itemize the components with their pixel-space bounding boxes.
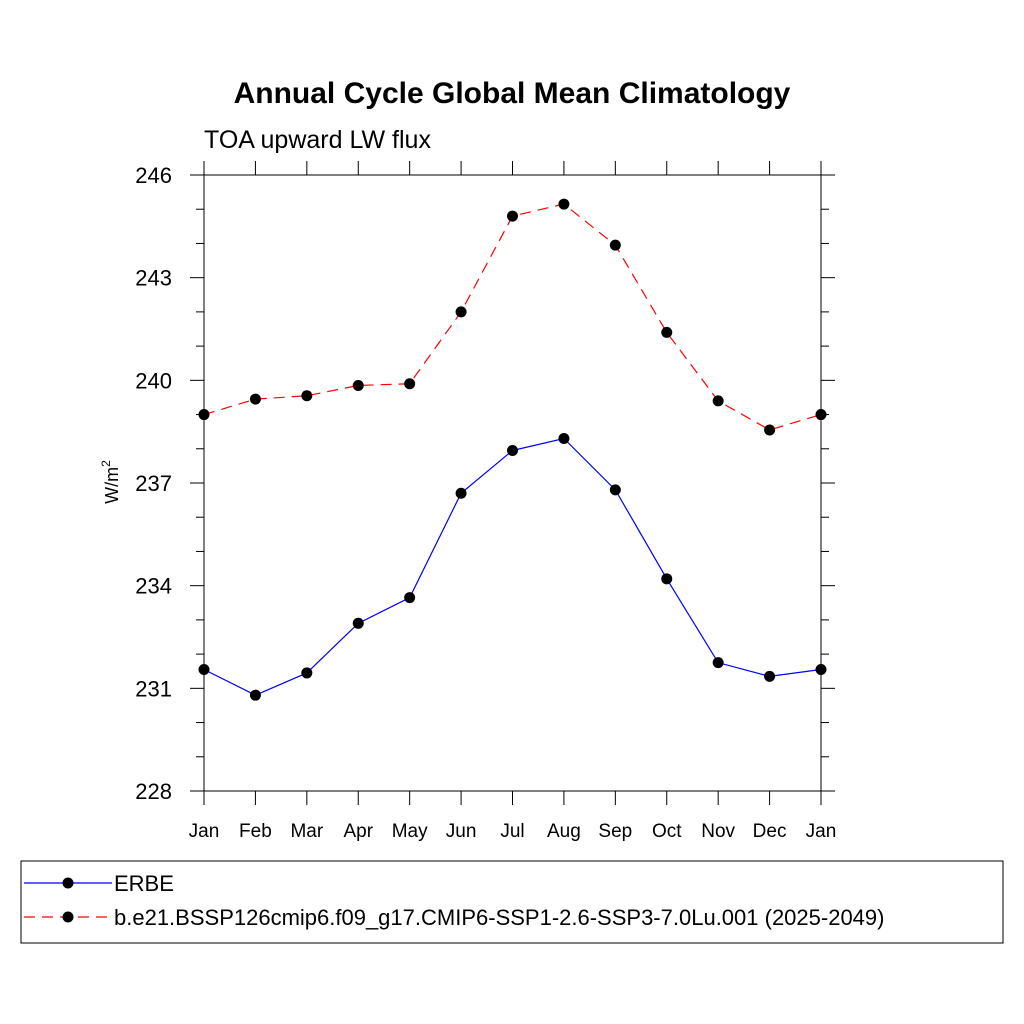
data-point (661, 326, 673, 338)
x-tick-label: Aug (547, 821, 581, 842)
data-point (249, 689, 261, 701)
series-line (203, 437, 822, 696)
legend-marker (62, 911, 74, 923)
x-tick-label: Apr (343, 821, 373, 842)
data-point (815, 409, 827, 421)
series-2 (198, 198, 827, 436)
y-axis-label-text: W/m (102, 467, 122, 504)
x-tick-label: Dec (753, 821, 787, 842)
x-tick-label: Feb (239, 821, 272, 842)
legend-label: b.e21.BSSP126cmip6.f09_g17.CMIP6-SSP1-2.… (114, 905, 884, 930)
y-tick-label: 243 (135, 266, 172, 291)
svg-text:W/m2: W/m2 (99, 460, 122, 504)
x-tick-label: Jun (446, 821, 477, 842)
y-tick-label: 234 (135, 574, 172, 599)
data-point (507, 210, 518, 222)
data-point (764, 670, 776, 682)
data-point (352, 617, 364, 629)
data-point (507, 444, 518, 456)
data-point (198, 409, 210, 421)
legend-marker (62, 877, 74, 889)
y-tick-label: 246 (135, 163, 172, 188)
data-point (558, 198, 570, 210)
y-axis-label: W/m2 (99, 460, 122, 504)
data-point (609, 239, 621, 251)
legend: ERBE b.e21.BSSP126cmip6.f09_g17.CMIP6-SSP… (24, 871, 884, 930)
data-point (712, 657, 724, 669)
data-point (198, 664, 210, 676)
data-point (249, 393, 261, 405)
data-point (404, 592, 416, 604)
x-tick-label: Nov (701, 821, 735, 842)
chart-subtitle: TOA upward LW flux (204, 126, 431, 154)
data-point (764, 424, 776, 436)
data-point (558, 433, 570, 445)
x-tick-label: Jan (189, 821, 220, 842)
x-tick-label: Sep (598, 821, 632, 842)
x-tick-label: Jul (500, 821, 524, 842)
legend-box (20, 860, 1004, 944)
x-tick-label: May (392, 821, 428, 842)
series-line (203, 203, 822, 431)
data-point (455, 306, 467, 318)
axis-ticks: 228 231 234 237 240 243 246 Jan Feb Mar Apr May Jun J… (135, 161, 836, 842)
x-tick-label: Mar (290, 821, 323, 842)
y-tick-label: 237 (135, 471, 172, 496)
data-point (661, 573, 673, 585)
data-point (301, 390, 313, 402)
data-point (352, 379, 364, 391)
data-point (455, 487, 467, 499)
series-1 (198, 433, 827, 701)
data-point (404, 378, 416, 390)
legend-label: ERBE (114, 871, 174, 896)
plot-area (203, 174, 822, 792)
series-layer (198, 198, 827, 701)
plot-border (203, 174, 822, 792)
chart-title: Annual Cycle Global Mean Climatology (234, 77, 791, 110)
y-axis-label-superscript: 2 (99, 460, 113, 467)
data-point (609, 484, 621, 496)
data-point (301, 667, 313, 679)
x-tick-label: Oct (652, 821, 682, 842)
y-tick-label: 240 (135, 368, 172, 393)
x-tick-label: Jan (806, 821, 837, 842)
data-point (712, 395, 724, 407)
data-point (815, 664, 827, 676)
y-tick-label: 231 (135, 676, 172, 701)
y-tick-label: 228 (135, 779, 172, 804)
